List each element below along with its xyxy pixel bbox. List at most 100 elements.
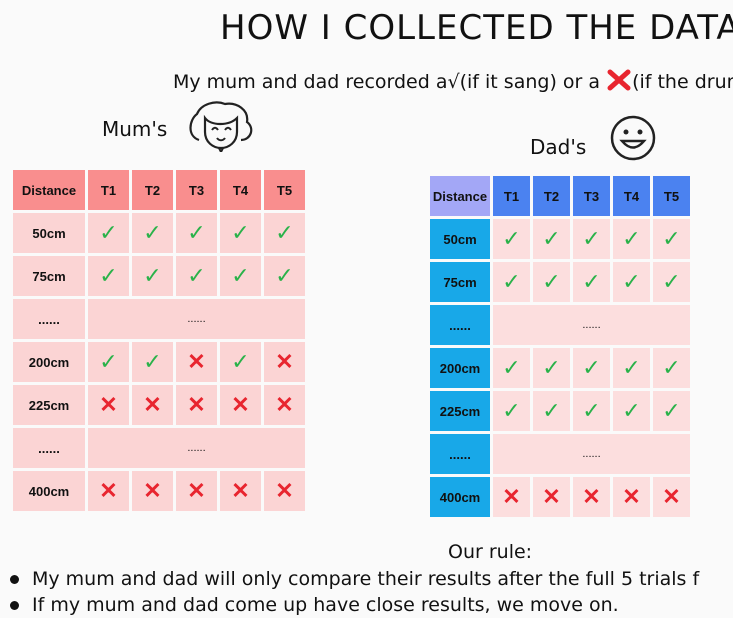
tick-icon: ✓ (231, 263, 250, 288)
result-cell: ✓ (533, 219, 570, 259)
header-trial: T5 (264, 170, 305, 210)
result-cell: ✓ (493, 391, 530, 431)
tick-icon: ✓ (99, 263, 118, 288)
tick-icon: ✓ (231, 349, 250, 374)
result-cell: ✕ (264, 471, 305, 511)
header-trial: T3 (573, 176, 610, 216)
tick-icon: ✓ (542, 269, 561, 294)
table-row: 75cm ✓ ✓ ✓ ✓ ✓ (430, 262, 690, 302)
cross-icon: ✕ (187, 349, 206, 374)
rule-heading: Our rule: (448, 541, 533, 563)
header-distance: Distance (13, 170, 85, 210)
distance-cell: 50cm (430, 219, 490, 259)
cross-icon: ✕ (99, 478, 118, 503)
header-distance: Distance (430, 176, 490, 216)
table-row: ............ (13, 428, 305, 468)
result-cell: ✕ (88, 471, 129, 511)
tick-icon: ✓ (582, 398, 601, 423)
cross-icon: ✕ (622, 484, 641, 509)
result-cell: ✕ (264, 342, 305, 382)
header-trial: T5 (653, 176, 690, 216)
result-cell: ✓ (653, 219, 690, 259)
dad-label: Dad's (530, 135, 587, 159)
distance-cell: 200cm (13, 342, 85, 382)
result-cell: ✓ (493, 262, 530, 302)
rule-item: If my mum and dad come up have close res… (4, 592, 699, 618)
result-cell: ✓ (220, 256, 261, 296)
result-cell: ✓ (176, 256, 217, 296)
result-cell: ✕ (613, 477, 650, 517)
distance-cell: 225cm (13, 385, 85, 425)
tick-icon: ✓ (99, 349, 118, 374)
cross-icon: ✕ (187, 392, 206, 417)
tick-icon: ✓ (275, 263, 294, 288)
distance-cell: 200cm (430, 348, 490, 388)
result-cell: ✓ (264, 256, 305, 296)
tick-icon: ✓ (622, 226, 641, 251)
header-trial: T1 (493, 176, 530, 216)
subtitle-tick: √ (447, 71, 460, 93)
rule-list: My mum and dad will only compare their r… (4, 566, 699, 618)
cross-icon: ✕ (502, 484, 521, 509)
tick-icon: ✓ (542, 398, 561, 423)
tick-icon: ✓ (187, 220, 206, 245)
header-trial: T4 (220, 170, 261, 210)
result-cell: ✓ (132, 256, 173, 296)
table-row: ............ (430, 434, 690, 474)
bullet-icon (10, 575, 19, 584)
result-cell: ✓ (493, 219, 530, 259)
tick-icon: ✓ (662, 398, 681, 423)
rule-item-text: My mum and dad will only compare their r… (32, 568, 700, 590)
result-cell: ✓ (573, 262, 610, 302)
result-cell: ✓ (573, 391, 610, 431)
tick-icon: ✓ (502, 226, 521, 251)
result-cell: ✕ (88, 385, 129, 425)
result-cell: ✓ (613, 219, 650, 259)
gap-cell: ...... (493, 305, 690, 345)
result-cell: ✕ (176, 342, 217, 382)
result-cell: ✕ (493, 477, 530, 517)
result-cell: ✓ (573, 348, 610, 388)
cross-icon: ✕ (187, 478, 206, 503)
tick-icon: ✓ (662, 269, 681, 294)
girl-face-icon (185, 100, 257, 156)
tick-icon: ✓ (187, 263, 206, 288)
subtitle-middle: (if it sang) or a (459, 71, 601, 93)
rule-item-text: If my mum and dad come up have close res… (32, 594, 619, 616)
cross-icon: ✕ (275, 392, 294, 417)
dad-results-table: Distance T1 T2 T3 T4 T5 50cm ✓ ✓ ✓ ✓ ✓ 75cm ✓ ✓ ✓ ✓ ✓...… (427, 173, 693, 520)
tick-icon: ✓ (99, 220, 118, 245)
table-row: 50cm ✓ ✓ ✓ ✓ ✓ (430, 219, 690, 259)
cross-icon: ✕ (582, 484, 601, 509)
tick-icon: ✓ (662, 226, 681, 251)
result-cell: ✓ (613, 262, 650, 302)
result-cell: ✕ (220, 471, 261, 511)
header-trial: T2 (533, 176, 570, 216)
distance-cell: 225cm (430, 391, 490, 431)
cross-icon: ✕ (662, 484, 681, 509)
table-row: ............ (13, 299, 305, 339)
tick-icon: ✓ (582, 226, 601, 251)
table-row: 400cm ✕ ✕ ✕ ✕ ✕ (430, 477, 690, 517)
cross-icon: ✕ (231, 392, 250, 417)
result-cell: ✕ (264, 385, 305, 425)
result-cell: ✓ (653, 348, 690, 388)
result-cell: ✓ (176, 213, 217, 253)
tick-icon: ✓ (582, 269, 601, 294)
cross-icon: ✕ (231, 478, 250, 503)
gap-cell: ...... (88, 299, 305, 339)
table-row: 75cm ✓ ✓ ✓ ✓ ✓ (13, 256, 305, 296)
header-trial: T4 (613, 176, 650, 216)
distance-cell: ...... (13, 299, 85, 339)
result-cell: ✓ (132, 213, 173, 253)
result-cell: ✕ (220, 385, 261, 425)
subtitle: My mum and dad recorded a√(if it sang) o… (173, 69, 733, 96)
result-cell: ✕ (176, 385, 217, 425)
tick-icon: ✓ (143, 220, 162, 245)
result-cell: ✓ (613, 348, 650, 388)
distance-cell: ...... (430, 305, 490, 345)
result-cell: ✕ (573, 477, 610, 517)
result-cell: ✕ (132, 471, 173, 511)
result-cell: ✓ (132, 342, 173, 382)
table-row: 400cm ✕ ✕ ✕ ✕ ✕ (13, 471, 305, 511)
